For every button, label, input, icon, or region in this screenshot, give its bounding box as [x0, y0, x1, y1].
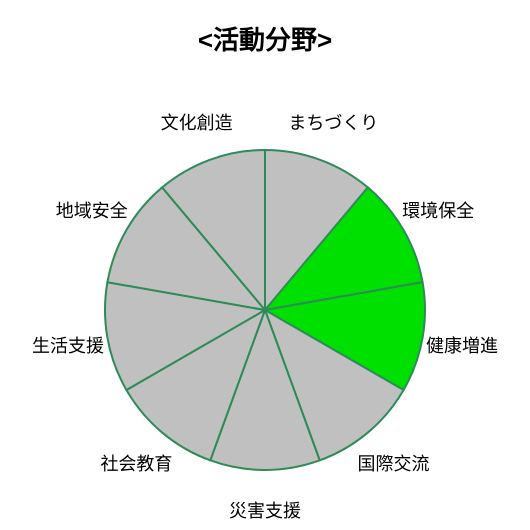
slice-label: 社会教育 — [100, 450, 172, 476]
slice-label: 災害支援 — [229, 497, 301, 523]
slice-label: 地域安全 — [56, 197, 128, 223]
pie-chart-svg — [0, 0, 530, 530]
slice-label: 文化創造 — [161, 109, 233, 135]
slice-label: 環境保全 — [402, 197, 474, 223]
pie-chart-container: <活動分野> まちづくり環境保全健康増進国際交流災害支援社会教育生活支援地域安全… — [0, 0, 530, 530]
slice-label: 健康増進 — [426, 332, 498, 358]
slice-label: 国際交流 — [358, 450, 430, 476]
slice-label: 生活支援 — [32, 332, 104, 358]
slice-label: まちづくり — [288, 109, 378, 135]
pie-slices — [105, 150, 425, 470]
